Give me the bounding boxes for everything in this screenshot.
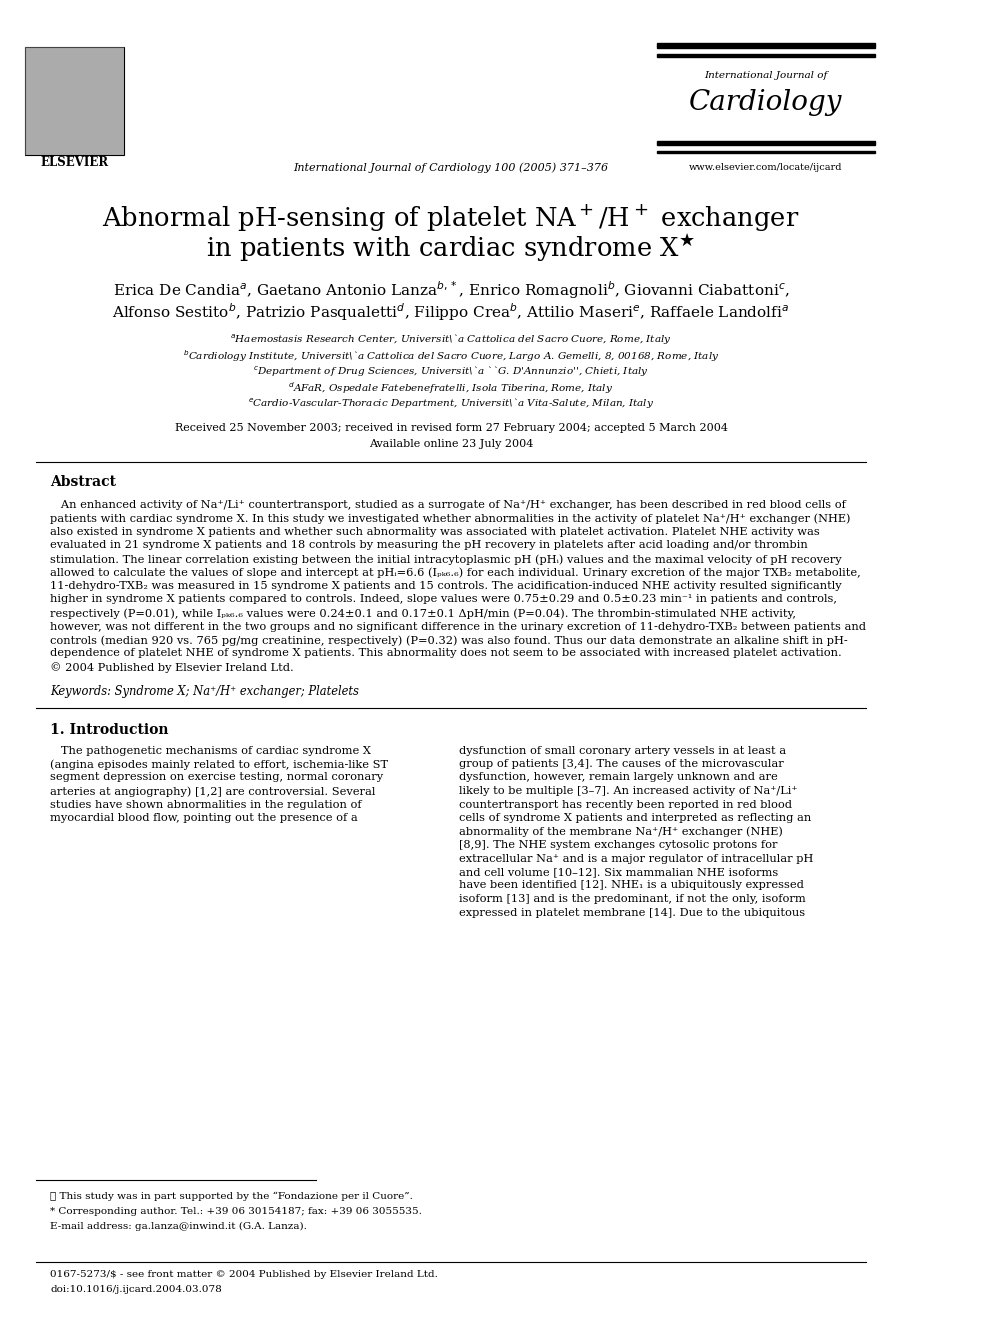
Text: myocardial blood flow, pointing out the presence of a: myocardial blood flow, pointing out the … xyxy=(50,814,358,823)
Text: $^b$Cardiology Institute, Universit\`a Cattolica del Sacro Cuore, Largo A. Gemel: $^b$Cardiology Institute, Universit\`a C… xyxy=(183,348,719,364)
Text: and cell volume [10–12]. Six mammalian NHE isoforms: and cell volume [10–12]. Six mammalian N… xyxy=(459,867,779,877)
Text: $^c$Department of Drug Sciences, Universit\`a ``G. D'Annunzio'', Chieti, Italy: $^c$Department of Drug Sciences, Univers… xyxy=(253,365,649,380)
Text: also existed in syndrome X patients and whether such abnormality was associated : also existed in syndrome X patients and … xyxy=(50,527,819,537)
Text: evaluated in 21 syndrome X patients and 18 controls by measuring the pH recovery: evaluated in 21 syndrome X patients and … xyxy=(50,541,807,550)
Text: group of patients [3,4]. The causes of the microvascular: group of patients [3,4]. The causes of t… xyxy=(459,759,784,769)
Text: extracellular Na⁺ and is a major regulator of intracellular pH: extracellular Na⁺ and is a major regulat… xyxy=(459,853,813,864)
Text: International Journal of Cardiology 100 (2005) 371–376: International Journal of Cardiology 100 … xyxy=(294,163,609,173)
Text: higher in syndrome X patients compared to controls. Indeed, slope values were 0.: higher in syndrome X patients compared t… xyxy=(50,594,837,605)
Text: $^e$Cardio-Vascular-Thoracic Department, Universit\`a Vita-Salute, Milan, Italy: $^e$Cardio-Vascular-Thoracic Department,… xyxy=(248,397,654,411)
Text: The pathogenetic mechanisms of cardiac syndrome X: The pathogenetic mechanisms of cardiac s… xyxy=(50,745,371,755)
Text: have been identified [12]. NHE₁ is a ubiquitously expressed: have been identified [12]. NHE₁ is a ubi… xyxy=(459,881,805,890)
Text: Cardiology: Cardiology xyxy=(689,90,842,116)
Text: in patients with cardiac syndrome X$^{\bigstar}$: in patients with cardiac syndrome X$^{\b… xyxy=(206,232,695,265)
Text: dependence of platelet NHE of syndrome X patients. This abnormality does not see: dependence of platelet NHE of syndrome X… xyxy=(50,648,842,659)
Text: An enhanced activity of Na⁺/Li⁺ countertransport, studied as a surrogate of Na⁺/: An enhanced activity of Na⁺/Li⁺ countert… xyxy=(50,500,846,509)
Text: ELSEVIER: ELSEVIER xyxy=(41,156,109,168)
Text: $^d$AFaR, Ospedale Fatebenefratelli, Isola Tiberina, Rome, Italy: $^d$AFaR, Ospedale Fatebenefratelli, Iso… xyxy=(289,380,614,396)
Text: stimulation. The linear correlation existing between the initial intracytoplasmi: stimulation. The linear correlation exis… xyxy=(50,554,841,565)
Text: studies have shown abnormalities in the regulation of: studies have shown abnormalities in the … xyxy=(50,799,362,810)
Text: Keywords: Syndrome X; Na⁺/H⁺ exchanger; Platelets: Keywords: Syndrome X; Na⁺/H⁺ exchanger; … xyxy=(50,685,359,699)
Bar xyxy=(26,48,124,155)
Text: patients with cardiac syndrome X. In this study we investigated whether abnormal: patients with cardiac syndrome X. In thi… xyxy=(50,513,850,524)
Bar xyxy=(657,151,875,153)
Text: respectively (P=0.01), while Iₚₖ₆.₆ values were 0.24±0.1 and 0.17±0.1 ΔpH/min (P: respectively (P=0.01), while Iₚₖ₆.₆ valu… xyxy=(50,609,796,619)
Text: controls (median 920 vs. 765 pg/mg creatinine, respectively) (P=0.32) was also f: controls (median 920 vs. 765 pg/mg creat… xyxy=(50,635,848,646)
Text: abnormality of the membrane Na⁺/H⁺ exchanger (NHE): abnormality of the membrane Na⁺/H⁺ excha… xyxy=(459,827,783,837)
Text: * Corresponding author. Tel.: +39 06 30154187; fax: +39 06 3055535.: * Corresponding author. Tel.: +39 06 301… xyxy=(50,1207,422,1216)
Text: dysfunction of small coronary artery vessels in at least a: dysfunction of small coronary artery ves… xyxy=(459,745,787,755)
Text: countertransport has recently been reported in red blood: countertransport has recently been repor… xyxy=(459,799,793,810)
Text: likely to be multiple [3–7]. An increased activity of Na⁺/Li⁺: likely to be multiple [3–7]. An increase… xyxy=(459,786,798,796)
Text: expressed in platelet membrane [14]. Due to the ubiquitous: expressed in platelet membrane [14]. Due… xyxy=(459,908,806,917)
Bar xyxy=(657,54,875,57)
Text: © 2004 Published by Elsevier Ireland Ltd.: © 2004 Published by Elsevier Ireland Ltd… xyxy=(50,662,294,673)
Text: ★ This study was in part supported by the “Fondazione per il Cuore”.: ★ This study was in part supported by th… xyxy=(50,1192,413,1201)
Text: segment depression on exercise testing, normal coronary: segment depression on exercise testing, … xyxy=(50,773,383,782)
Text: dysfunction, however, remain largely unknown and are: dysfunction, however, remain largely unk… xyxy=(459,773,778,782)
Bar xyxy=(657,142,875,146)
Text: $^a$Haemostasis Research Center, Universit\`a Cattolica del Sacro Cuore, Rome, I: $^a$Haemostasis Research Center, Univers… xyxy=(230,333,672,347)
Text: 0167-5273/$ - see front matter © 2004 Published by Elsevier Ireland Ltd.: 0167-5273/$ - see front matter © 2004 Pu… xyxy=(50,1270,437,1279)
Text: [8,9]. The NHE system exchanges cytosolic protons for: [8,9]. The NHE system exchanges cytosoli… xyxy=(459,840,778,849)
Text: 11-dehydro-TXB₂ was measured in 15 syndrome X patients and 15 controls. The acid: 11-dehydro-TXB₂ was measured in 15 syndr… xyxy=(50,581,841,591)
Text: Alfonso Sestito$^b$, Patrizio Pasqualetti$^d$, Filippo Crea$^b$, Attilio Maseri$: Alfonso Sestito$^b$, Patrizio Pasqualett… xyxy=(112,302,790,323)
Text: International Journal of: International Journal of xyxy=(704,70,827,79)
Text: (angina episodes mainly related to effort, ischemia-like ST: (angina episodes mainly related to effor… xyxy=(50,759,388,770)
Text: allowed to calculate the values of slope and intercept at pHᵢ=6.6 (Iₚₖ₆.₆) for e: allowed to calculate the values of slope… xyxy=(50,568,861,578)
Text: doi:10.1016/j.ijcard.2004.03.078: doi:10.1016/j.ijcard.2004.03.078 xyxy=(50,1285,222,1294)
Text: however, was not different in the two groups and no significant difference in th: however, was not different in the two gr… xyxy=(50,622,866,631)
Bar xyxy=(26,48,124,155)
Text: Abstract: Abstract xyxy=(50,475,116,490)
Text: Erica De Candia$^a$, Gaetano Antonio Lanza$^{b,*}$, Enrico Romagnoli$^b$, Giovan: Erica De Candia$^a$, Gaetano Antonio Lan… xyxy=(113,279,790,300)
Text: 1. Introduction: 1. Introduction xyxy=(50,724,169,737)
Text: Available online 23 July 2004: Available online 23 July 2004 xyxy=(369,439,534,448)
Bar xyxy=(657,44,875,48)
Text: cells of syndrome X patients and interpreted as reflecting an: cells of syndrome X patients and interpr… xyxy=(459,814,811,823)
Text: www.elsevier.com/locate/ijcard: www.elsevier.com/locate/ijcard xyxy=(689,164,842,172)
Text: isoform [13] and is the predominant, if not the only, isoform: isoform [13] and is the predominant, if … xyxy=(459,894,806,904)
Text: Abnormal pH-sensing of platelet NA$^+$/H$^+$ exchanger: Abnormal pH-sensing of platelet NA$^+$/H… xyxy=(102,202,800,234)
Text: arteries at angiography) [1,2] are controversial. Several: arteries at angiography) [1,2] are contr… xyxy=(50,786,375,796)
Text: Received 25 November 2003; received in revised form 27 February 2004; accepted 5: Received 25 November 2003; received in r… xyxy=(175,423,727,433)
Text: E-mail address: ga.lanza@inwind.it (G.A. Lanza).: E-mail address: ga.lanza@inwind.it (G.A.… xyxy=(50,1222,307,1232)
